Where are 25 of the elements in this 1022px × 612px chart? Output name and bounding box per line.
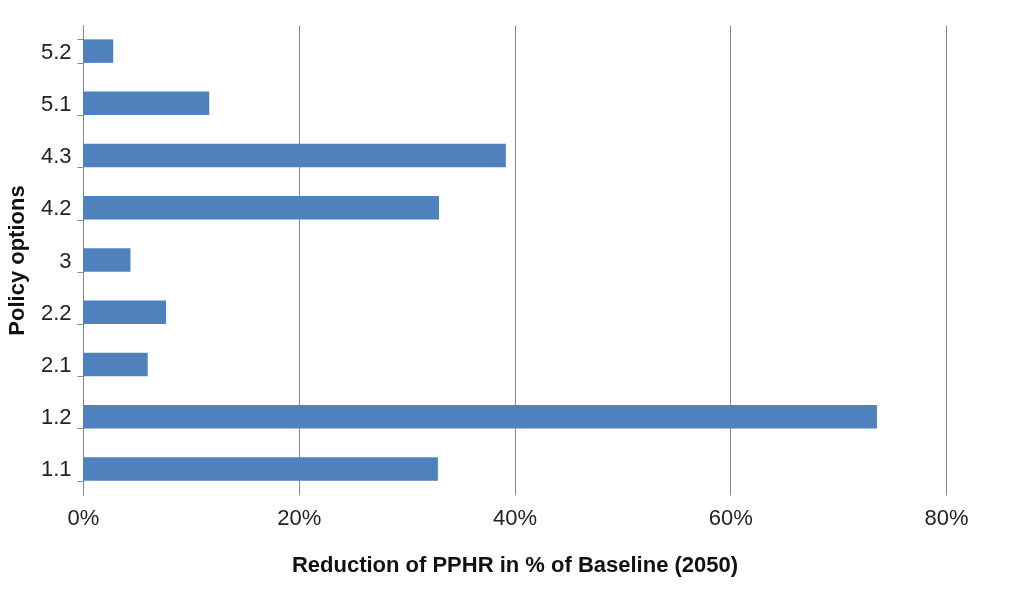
x-axis-title: Reduction of PPHR in % of Baseline (2050) [291,551,739,577]
bar [83,300,167,324]
bar [83,248,131,272]
bar [83,352,148,377]
y-tick-label: 1.2 [40,404,72,430]
y-tick-label: 4.3 [40,143,72,169]
x-tick-label: 60% [708,504,753,530]
bar [83,196,439,220]
y-tick-label: 5.2 [40,38,72,64]
x-tick-label: 80% [924,504,969,530]
y-tick-label: 3 [59,247,72,273]
x-tick-label: 20% [277,504,322,530]
y-tick-label: 4.2 [40,195,72,221]
bar [83,457,438,481]
bar [83,39,114,63]
y-tick-label: 5.1 [40,90,72,116]
x-tick-label: 40% [492,504,538,530]
bar [83,404,877,429]
y-axis-title: Policy options [3,185,29,336]
y-tick-label: 2.2 [40,299,72,325]
bar [83,91,210,116]
bar [83,143,506,168]
x-tick-label: 0% [67,504,100,530]
y-tick-label: 1.1 [40,456,72,482]
y-tick-label: 2.1 [40,351,72,377]
